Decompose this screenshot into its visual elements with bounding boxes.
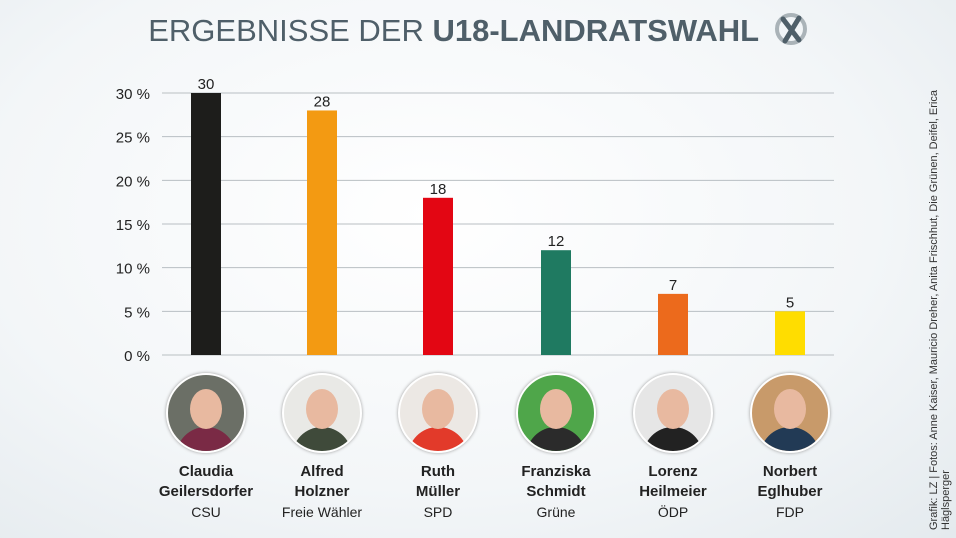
data-label: 5	[786, 294, 794, 311]
data-label: 28	[314, 93, 331, 110]
bar	[191, 93, 221, 355]
candidate-photo	[633, 373, 713, 453]
candidate-party: Grüne	[536, 504, 576, 520]
candidate-party: Freie Wähler	[281, 504, 363, 520]
y-tick-label: 30 %	[116, 86, 150, 103]
candidate-photo	[398, 373, 478, 453]
candidate-photo	[750, 373, 830, 453]
candidate: Claudia Geilersdorfer CSU	[146, 373, 266, 522]
candidate-name: Norbert Eglhuber	[757, 463, 823, 500]
candidate-name: Ruth Müller	[415, 463, 461, 500]
candidate: Alfred Holzner Freie Wähler	[262, 373, 382, 522]
candidate: Lorenz Heilmeier ÖDP	[613, 373, 733, 522]
candidate-name: Lorenz Heilmeier	[639, 463, 707, 500]
chart-title: ERGEBNISSE DER U18-LANDRATSWAHL	[0, 12, 956, 49]
candidate-party: ÖDP	[657, 504, 689, 520]
data-label: 12	[548, 233, 565, 250]
candidate-photo	[282, 373, 362, 453]
candidate: Norbert Eglhuber FDP	[730, 373, 850, 522]
candidate-party: FDP	[776, 504, 804, 520]
bar	[423, 197, 453, 355]
bar	[775, 311, 805, 355]
y-tick-label: 20 %	[116, 173, 150, 190]
candidate: Ruth Müller SPD	[378, 373, 498, 522]
bar	[541, 250, 571, 355]
candidate-name: Claudia Geilersdorfer	[158, 463, 254, 500]
candidate-photo	[516, 373, 596, 453]
candidate-name: Alfred Holzner	[294, 463, 350, 500]
y-tick-label: 10 %	[116, 261, 150, 278]
candidate-name: Franziska Schmidt	[521, 463, 591, 500]
candidate-party: SPD	[423, 504, 453, 520]
data-label: 18	[430, 181, 447, 198]
bar-chart: 0 % 5 % 10 % 15 % 20 % 25 % 30 % 30 28 18 12 7 5	[116, 76, 834, 365]
data-label: 7	[669, 277, 677, 294]
candidate-party: CSU	[191, 504, 221, 520]
y-tick-label: 15 %	[116, 217, 150, 234]
y-tick-label: 25 %	[116, 130, 150, 147]
bar	[658, 293, 688, 355]
ballot-cross-icon	[774, 13, 807, 45]
y-tick-label: 5 %	[124, 304, 150, 321]
bar	[307, 110, 337, 355]
y-tick-label: 0 %	[124, 348, 150, 365]
candidate-photo	[166, 373, 246, 453]
data-label: 30	[198, 76, 215, 93]
candidate: Franziska Schmidt Grüne	[496, 373, 616, 522]
